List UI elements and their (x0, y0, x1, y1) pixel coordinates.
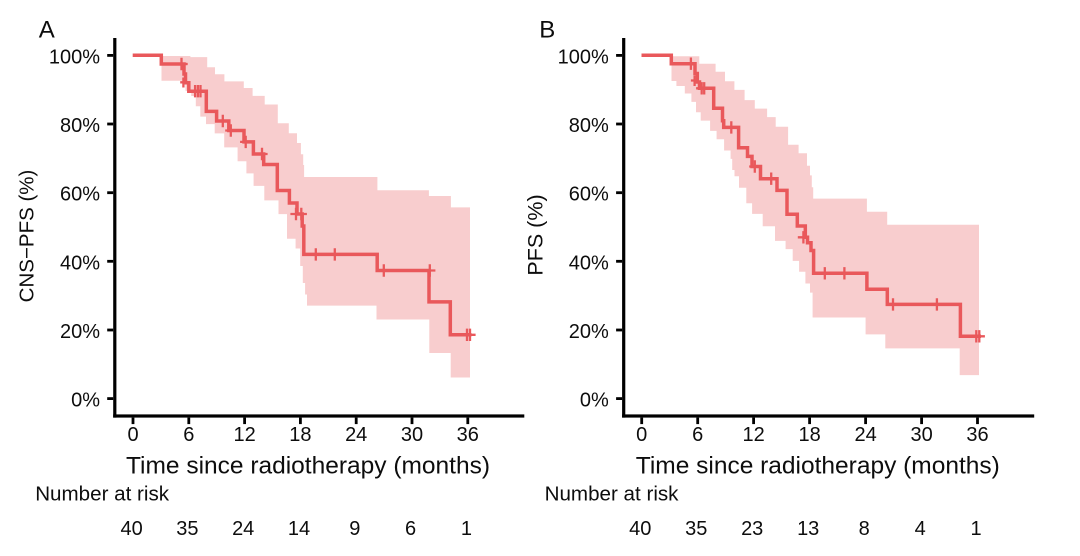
svg-text:18: 18 (289, 424, 311, 446)
svg-text:4: 4 (915, 518, 926, 540)
svg-text:1: 1 (971, 518, 982, 540)
svg-text:0%: 0% (580, 390, 609, 412)
svg-text:80%: 80% (60, 115, 100, 137)
svg-text:24: 24 (232, 518, 254, 540)
svg-text:60%: 60% (569, 184, 609, 206)
svg-text:18: 18 (798, 424, 820, 446)
svg-text:35: 35 (176, 518, 198, 540)
svg-text:Time since radiotherapy (month: Time since radiotherapy (months) (126, 453, 490, 480)
svg-text:12: 12 (742, 424, 764, 446)
svg-text:0: 0 (127, 424, 138, 446)
svg-text:24: 24 (345, 424, 367, 446)
svg-text:Time since radiotherapy (month: Time since radiotherapy (months) (636, 453, 1000, 480)
svg-text:8: 8 (859, 518, 870, 540)
svg-text:12: 12 (233, 424, 255, 446)
svg-text:PFS (%): PFS (%) (524, 194, 548, 275)
svg-text:36: 36 (457, 424, 479, 446)
svg-text:40: 40 (629, 518, 651, 540)
svg-text:20%: 20% (569, 321, 609, 343)
svg-text:36: 36 (966, 424, 988, 446)
svg-text:23: 23 (741, 518, 763, 540)
svg-text:100%: 100% (558, 46, 609, 68)
svg-text:Number at risk: Number at risk (545, 482, 680, 505)
svg-text:80%: 80% (569, 115, 609, 137)
svg-text:1: 1 (461, 518, 472, 540)
svg-text:35: 35 (685, 518, 707, 540)
svg-text:CNS−PFS (%): CNS−PFS (%) (16, 170, 39, 303)
svg-text:40%: 40% (569, 252, 609, 274)
svg-text:B: B (539, 16, 555, 43)
svg-text:30: 30 (401, 424, 423, 446)
svg-text:0: 0 (636, 424, 647, 446)
svg-text:6: 6 (183, 424, 194, 446)
svg-text:40: 40 (120, 518, 142, 540)
svg-text:60%: 60% (60, 184, 100, 206)
svg-text:9: 9 (349, 518, 360, 540)
svg-text:A: A (39, 16, 55, 43)
svg-text:6: 6 (405, 518, 416, 540)
svg-text:0%: 0% (71, 390, 100, 412)
svg-text:20%: 20% (60, 321, 100, 343)
svg-text:13: 13 (797, 518, 819, 540)
svg-text:40%: 40% (60, 252, 100, 274)
svg-text:30: 30 (910, 424, 932, 446)
svg-text:6: 6 (692, 424, 703, 446)
svg-text:14: 14 (288, 518, 310, 540)
svg-text:24: 24 (854, 424, 876, 446)
svg-text:100%: 100% (49, 46, 100, 68)
svg-text:Number at risk: Number at risk (35, 482, 170, 505)
